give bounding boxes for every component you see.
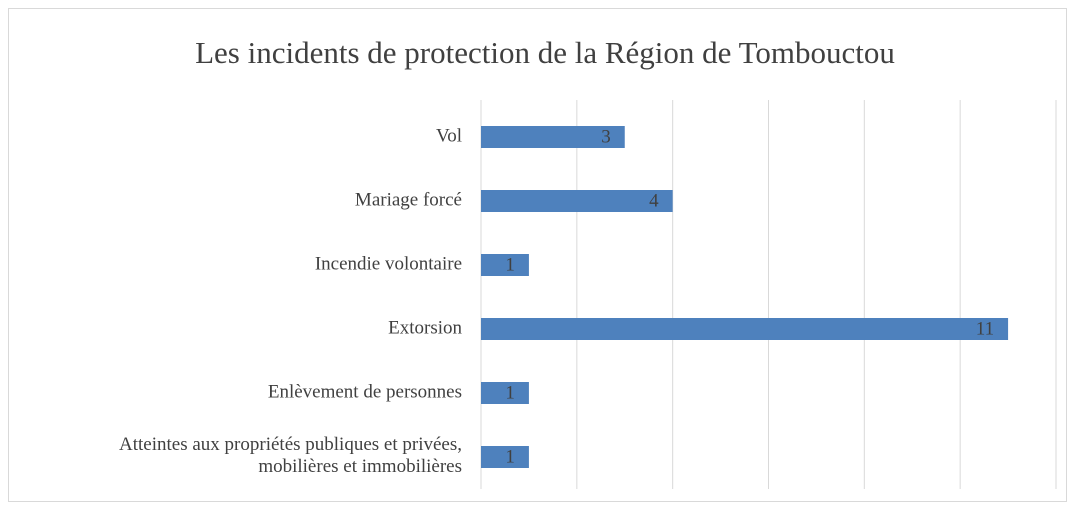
y-tick-label: Mariage forcé	[355, 189, 462, 210]
bar	[481, 318, 1009, 340]
data-label: 3	[601, 126, 611, 147]
y-tick-label: Vol	[436, 125, 462, 146]
data-label: 11	[976, 318, 994, 339]
bar	[481, 190, 673, 212]
y-tick-label: Extorsion	[388, 317, 462, 338]
bar	[481, 382, 529, 404]
data-label: 4	[649, 190, 659, 211]
y-tick-label: Incendie volontaire	[315, 253, 462, 274]
bar	[481, 446, 529, 468]
bar	[481, 254, 529, 276]
chart-border	[8, 8, 1067, 502]
bar	[481, 126, 625, 148]
y-tick-label: Enlèvement de personnes	[268, 381, 462, 402]
data-label: 1	[505, 382, 515, 403]
data-label: 1	[505, 446, 515, 467]
data-label: 1	[505, 254, 515, 275]
chart-title: Les incidents de protection de la Région…	[195, 35, 895, 70]
y-tick-label: Atteintes aux propriétés publiques et pr…	[119, 434, 462, 477]
